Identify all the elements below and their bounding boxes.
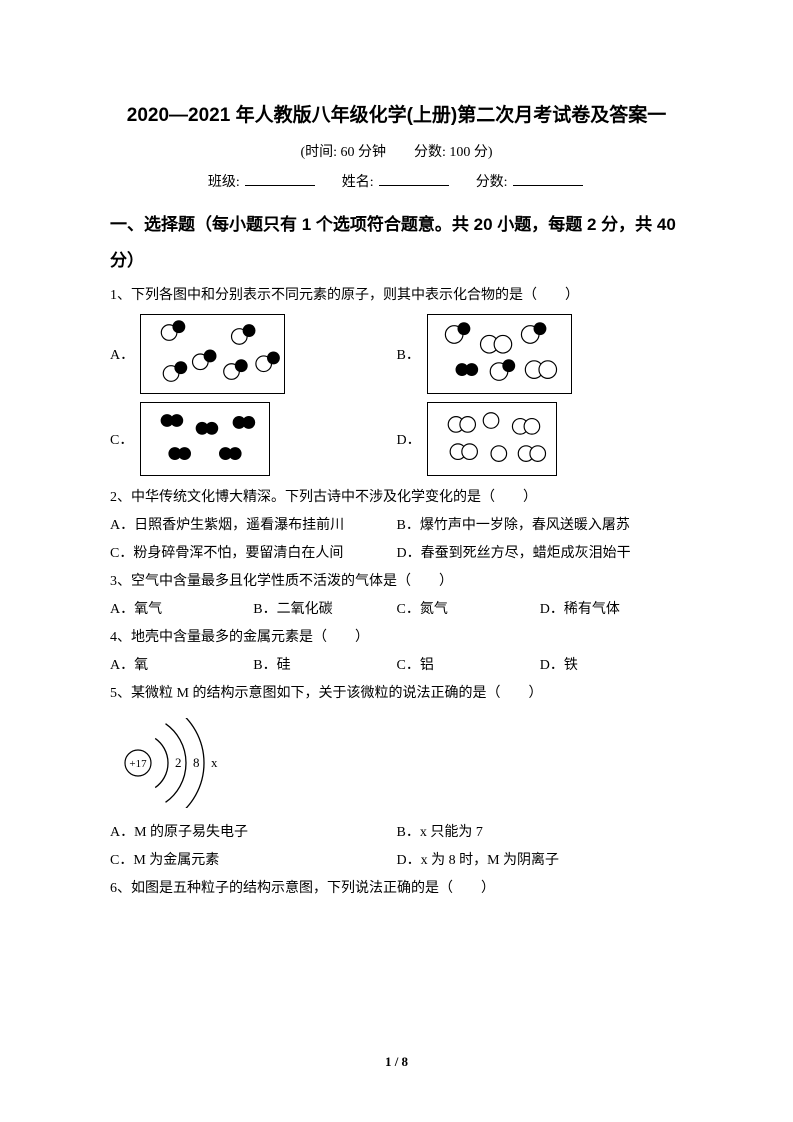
name-blank[interactable] [379,172,449,186]
student-info-row: 班级: 姓名: 分数: [110,171,683,191]
q1-stem: 1、下列各图中和分别表示不同元素的原子，则其中表示化合物的是（ ） [110,282,683,310]
page-title: 2020—2021 年人教版八年级化学(上册)第二次月考试卷及答案一 [110,100,683,127]
q4-stem: 4、地壳中含量最多的金属元素是（ ） [110,624,683,652]
q3-opt-c: C．氮气 [397,596,540,624]
q1-opt-c-label: C． [110,429,140,449]
q4-opts: A．氧 B．硅 C．铝 D．铁 [110,652,683,680]
q2-opt-d: D．春蚕到死丝方尽，蜡炬成灰泪始干 [397,540,684,568]
class-label: 班级: [208,175,243,190]
q5-stem: 5、某微粒 M 的结构示意图如下，关于该微粒的说法正确的是（ ） [110,680,683,708]
svg-text:2: 2 [175,755,182,770]
q5-opts-ab: A．M 的原子易失电子 B．x 只能为 7 [110,819,683,847]
score-blank[interactable] [513,172,583,186]
q3-opt-a: A．氧气 [110,596,253,624]
q2-opt-a: A．日照香炉生紫烟，遥看瀑布挂前川 [110,512,397,540]
q3-opt-b: B．二氧化碳 [253,596,396,624]
q2-stem: 2、中华传统文化博大精深。下列古诗中不涉及化学变化的是（ ） [110,484,683,512]
q1-diagram-b [427,314,572,394]
section-1-heading: 一、选择题（每小题只有 1 个选项符合题意。共 20 小题，每题 2 分，共 4… [110,207,683,278]
q3-stem: 3、空气中含量最多且化学性质不活泼的气体是（ ） [110,568,683,596]
q2-opts-cd: C．粉身碎骨浑不怕，要留清白在人间 D．春蚕到死丝方尽，蜡炬成灰泪始干 [110,540,683,568]
q5-opt-c: C．M 为金属元素 [110,847,397,875]
q1-opt-a-label: A． [110,344,140,364]
name-label: 姓名: [342,175,377,190]
q5-opt-d: D．x 为 8 时，M 为阴离子 [397,847,684,875]
q6-stem: 6、如图是五种粒子的结构示意图，下列说法正确的是（ ） [110,875,683,903]
score-label: 分数: [476,175,511,190]
q1-diagram-a [140,314,285,394]
q4-opt-b: B．硅 [253,652,396,680]
q3-opts: A．氧气 B．二氧化碳 C．氮气 D．稀有气体 [110,596,683,624]
q3-opt-d: D．稀有气体 [540,596,683,624]
q2-opts-ab: A．日照香炉生紫烟，遥看瀑布挂前川 B．爆竹声中一岁除，春风送暖入屠苏 [110,512,683,540]
exam-meta: (时间: 60 分钟 分数: 100 分) [110,141,683,161]
q5-opts-cd: C．M 为金属元素 D．x 为 8 时，M 为阴离子 [110,847,683,875]
class-blank[interactable] [245,172,315,186]
q1-opt-b-label: B． [397,344,427,364]
q5-opt-a: A．M 的原子易失电子 [110,819,397,847]
svg-text:+17: +17 [129,758,147,770]
q1-row-ab: A． B． [110,314,683,394]
q1-opt-d-label: D． [397,429,427,449]
svg-text:x: x [211,755,218,770]
q1-diagram-c [140,402,270,476]
q2-opt-b: B．爆竹声中一岁除，春风送暖入屠苏 [397,512,684,540]
q5-opt-b: B．x 只能为 7 [397,819,684,847]
q1-row-cd: C． D． [110,402,683,476]
q4-opt-a: A．氧 [110,652,253,680]
svg-text:8: 8 [193,755,200,770]
q4-opt-c: C．铝 [397,652,540,680]
q4-opt-d: D．铁 [540,652,683,680]
q2-opt-c: C．粉身碎骨浑不怕，要留清白在人间 [110,540,397,568]
q5-atom-diagram: +17 28x [110,718,235,808]
q1-diagram-d [427,402,557,476]
page-number: 1 / 8 [0,1054,793,1070]
